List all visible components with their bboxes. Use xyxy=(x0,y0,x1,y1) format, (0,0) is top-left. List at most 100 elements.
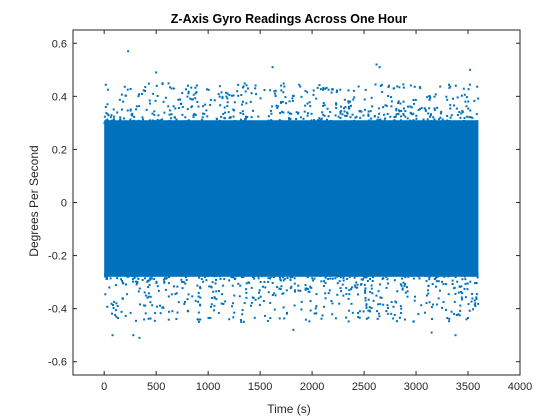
data-point xyxy=(409,112,412,115)
data-point xyxy=(322,273,325,276)
data-point xyxy=(393,119,396,122)
data-point xyxy=(386,282,389,285)
data-point xyxy=(282,306,285,309)
data-point xyxy=(213,99,216,102)
data-point xyxy=(148,279,151,282)
data-point-outlier xyxy=(375,63,378,66)
data-point xyxy=(340,105,343,108)
data-point xyxy=(126,293,129,296)
data-point xyxy=(377,119,380,122)
data-point xyxy=(171,121,174,124)
data-point xyxy=(168,121,171,124)
data-point xyxy=(129,121,132,124)
data-point xyxy=(321,314,324,317)
data-point xyxy=(467,317,470,320)
data-point xyxy=(406,290,409,293)
data-point xyxy=(157,120,160,123)
data-point xyxy=(243,82,246,85)
data-point xyxy=(120,108,123,111)
data-point xyxy=(361,273,364,276)
data-point xyxy=(386,304,389,307)
data-point xyxy=(267,291,270,294)
data-point xyxy=(121,297,124,300)
data-point xyxy=(274,294,277,297)
data-point xyxy=(232,121,235,124)
data-point xyxy=(172,87,175,90)
data-point xyxy=(402,83,405,86)
data-point xyxy=(451,283,454,286)
data-point xyxy=(249,100,252,103)
data-point xyxy=(221,96,224,99)
data-point xyxy=(104,275,107,278)
data-point xyxy=(308,320,311,323)
data-point xyxy=(191,295,194,298)
data-point xyxy=(106,103,109,106)
data-point xyxy=(339,112,342,115)
data-point xyxy=(269,317,272,320)
data-point xyxy=(304,318,307,321)
data-point xyxy=(146,121,149,124)
data-point xyxy=(201,116,204,119)
data-point xyxy=(412,277,415,280)
data-point xyxy=(348,289,351,292)
data-point xyxy=(209,316,212,319)
data-point xyxy=(350,302,353,305)
data-point xyxy=(279,278,282,281)
data-point xyxy=(319,88,322,91)
data-point xyxy=(365,306,368,309)
data-point xyxy=(295,121,298,124)
data-point xyxy=(236,274,239,277)
y-tick-label: 0.6 xyxy=(52,38,67,50)
data-point xyxy=(423,273,426,276)
data-point-outlier xyxy=(132,334,135,337)
data-point xyxy=(331,121,334,124)
data-point xyxy=(285,121,288,124)
data-point xyxy=(433,95,436,98)
y-tick-label: -0.6 xyxy=(48,357,67,369)
data-point xyxy=(155,305,158,308)
data-point xyxy=(400,115,403,118)
data-point-outlier xyxy=(271,66,274,69)
data-point xyxy=(147,273,150,276)
data-point xyxy=(133,115,136,118)
data-point xyxy=(389,115,392,118)
data-point xyxy=(449,107,452,110)
data-point xyxy=(274,95,277,98)
data-point xyxy=(334,114,337,117)
data-point xyxy=(203,103,206,106)
data-point xyxy=(134,319,137,322)
data-point xyxy=(186,95,189,98)
data-point xyxy=(163,111,166,114)
data-point xyxy=(403,121,406,124)
data-point xyxy=(288,118,291,121)
data-point xyxy=(347,297,350,300)
data-point xyxy=(205,109,208,112)
data-point xyxy=(129,108,132,111)
data-point xyxy=(446,114,449,117)
data-point xyxy=(213,275,216,278)
data-point xyxy=(325,86,328,89)
data-point xyxy=(459,116,462,119)
data-point xyxy=(168,276,171,279)
data-point xyxy=(362,114,365,117)
data-point xyxy=(466,115,469,118)
data-point xyxy=(288,100,291,103)
data-point xyxy=(386,312,389,315)
data-point xyxy=(362,121,365,124)
data-point xyxy=(323,104,326,107)
data-point-outlier xyxy=(138,336,141,339)
data-point xyxy=(417,275,420,278)
data-point xyxy=(465,105,468,108)
data-point xyxy=(322,113,325,116)
data-point xyxy=(398,86,401,89)
data-point xyxy=(334,277,337,280)
data-point xyxy=(339,276,342,279)
data-point xyxy=(461,273,464,276)
data-point xyxy=(124,314,127,317)
data-point xyxy=(167,105,170,108)
data-point xyxy=(250,273,253,276)
data-point xyxy=(280,84,283,87)
data-point xyxy=(300,308,303,311)
data-point xyxy=(316,119,319,122)
data-point xyxy=(364,291,367,294)
